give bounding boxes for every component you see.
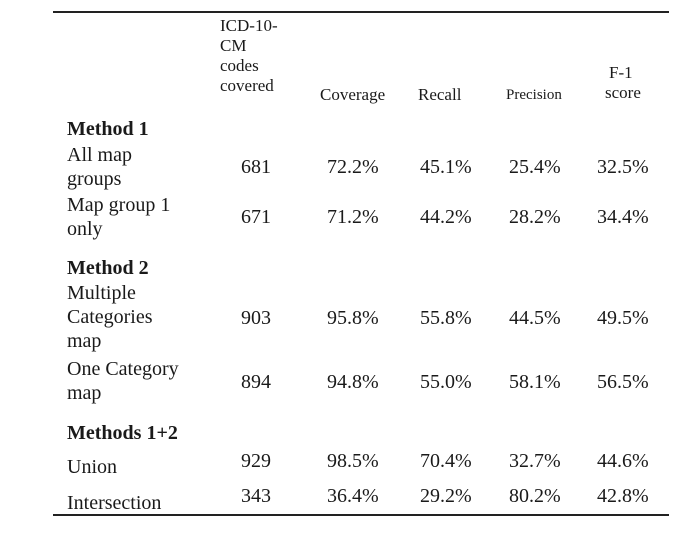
cell-coverage: 72.2% [327, 156, 379, 178]
cell-f1: 42.8% [597, 485, 649, 507]
cell-precision: 80.2% [509, 485, 561, 507]
cell-f1: 32.5% [597, 156, 649, 178]
cell-recall: 45.1% [420, 156, 472, 178]
header-f1-line: score [605, 83, 641, 102]
header-coverage: Coverage [320, 85, 386, 104]
cell-precision: 25.4% [509, 156, 561, 178]
section-title-method-2: Method 2 [67, 257, 149, 279]
cell-recall: 55.0% [420, 371, 472, 393]
cell-codes: 681 [241, 156, 271, 178]
row-label: All map groups [67, 143, 132, 191]
header-recall: Recall [418, 85, 462, 104]
cell-f1: 34.4% [597, 206, 649, 228]
row-label: Multiple Categories map [67, 281, 153, 353]
row-label-line: Multiple [67, 282, 136, 304]
cell-f1: 56.5% [597, 371, 649, 393]
cell-coverage: 98.5% [327, 450, 379, 472]
header-f1-score: F-1 score [605, 63, 641, 103]
cell-codes: 894 [241, 371, 271, 393]
row-label: Map group 1 only [67, 193, 170, 241]
cell-coverage: 94.8% [327, 371, 379, 393]
header-codes-covered: ICD-10- CM codes covered [220, 16, 300, 96]
cell-coverage: 71.2% [327, 206, 379, 228]
row-label-line: map [67, 382, 102, 404]
cell-recall: 29.2% [420, 485, 472, 507]
header-codes-line: codes [220, 56, 259, 75]
cell-recall: 44.2% [420, 206, 472, 228]
cell-f1: 49.5% [597, 307, 649, 329]
cell-coverage: 36.4% [327, 485, 379, 507]
top-rule [53, 11, 669, 13]
header-codes-line: ICD-10- [220, 16, 278, 35]
cell-precision: 44.5% [509, 307, 561, 329]
cell-codes: 343 [241, 485, 271, 507]
header-codes-line: covered [220, 76, 274, 95]
cell-coverage: 95.8% [327, 307, 379, 329]
cell-codes: 903 [241, 307, 271, 329]
row-label: One Category map [67, 357, 179, 405]
row-label-line: Map group 1 [67, 194, 171, 216]
cell-codes: 929 [241, 450, 271, 472]
row-label-line: One Category [67, 358, 179, 380]
cell-recall: 70.4% [420, 450, 472, 472]
row-label-line: groups [67, 168, 122, 190]
cell-f1: 44.6% [597, 450, 649, 472]
header-precision: Precision [506, 87, 562, 103]
row-label: Intersection [67, 492, 162, 514]
cell-codes: 671 [241, 206, 271, 228]
cell-recall: 55.8% [420, 307, 472, 329]
header-codes-line: CM [220, 36, 247, 55]
row-label-line: All map [67, 144, 132, 166]
section-title-method-1: Method 1 [67, 118, 149, 140]
cell-precision: 32.7% [509, 450, 561, 472]
cell-precision: 58.1% [509, 371, 561, 393]
row-label: Union [67, 456, 117, 478]
row-label-line: only [67, 218, 103, 240]
header-f1-line: F-1 [609, 63, 633, 82]
row-label-line: Categories [67, 306, 153, 328]
section-title-methods-1-2: Methods 1+2 [67, 422, 178, 444]
bottom-rule [53, 514, 669, 516]
cell-precision: 28.2% [509, 206, 561, 228]
row-label-line: map [67, 330, 102, 352]
